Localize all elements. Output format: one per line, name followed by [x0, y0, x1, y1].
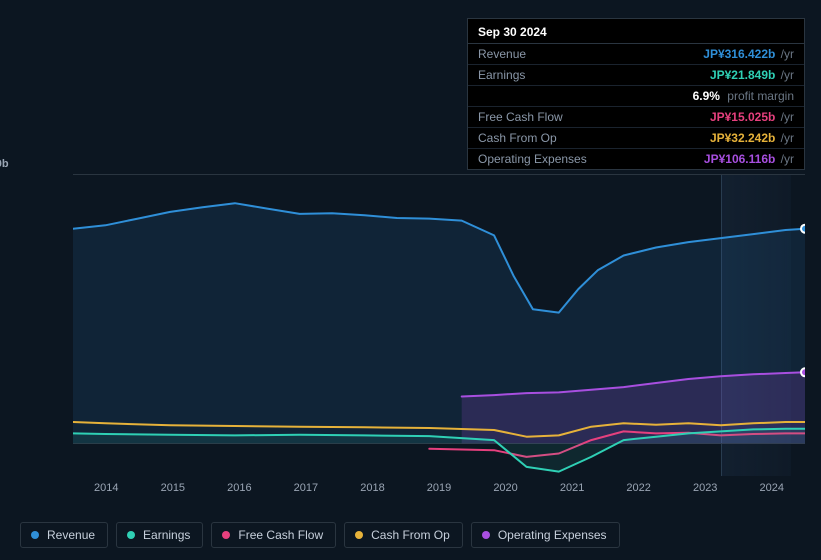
legend-label: Revenue [47, 528, 95, 542]
legend-item[interactable]: Cash From Op [344, 522, 463, 548]
tooltip-value: JP¥106.116b /yr [704, 152, 794, 166]
x-tick-label: 2015 [140, 482, 207, 502]
legend-dot-icon [222, 531, 230, 539]
y-tick-label: JP¥0 [0, 422, 28, 434]
plot-area[interactable] [73, 174, 805, 476]
legend-label: Operating Expenses [498, 528, 607, 542]
tooltip-row: RevenueJP¥316.422b /yr [468, 44, 804, 65]
x-tick-label: 2016 [206, 482, 273, 502]
x-tick-label: 2022 [605, 482, 672, 502]
legend-dot-icon [482, 531, 490, 539]
series-svg [73, 175, 805, 477]
tooltip-row: EarningsJP¥21.849b /yr [468, 65, 804, 86]
tooltip-row: Operating ExpensesJP¥106.116b /yr [468, 149, 804, 169]
x-tick-label: 2017 [273, 482, 340, 502]
tooltip-label [478, 89, 693, 103]
tooltip-label: Earnings [478, 68, 710, 82]
legend-dot-icon [127, 531, 135, 539]
x-tick-label: 2014 [73, 482, 140, 502]
data-tooltip: Sep 30 2024 RevenueJP¥316.422b /yrEarnin… [467, 18, 805, 170]
tooltip-label: Operating Expenses [478, 152, 704, 166]
x-tick-label: 2024 [738, 482, 805, 502]
tooltip-value: 6.9% profit margin [693, 89, 794, 103]
legend-dot-icon [31, 531, 39, 539]
x-tick-label: 2019 [406, 482, 473, 502]
x-tick-label: 2020 [472, 482, 539, 502]
tooltip-value: JP¥15.025b /yr [710, 110, 794, 124]
x-tick-label: 2021 [539, 482, 606, 502]
legend-item[interactable]: Operating Expenses [471, 522, 620, 548]
tooltip-row: Free Cash FlowJP¥15.025b /yr [468, 107, 804, 128]
x-tick-label: 2023 [672, 482, 739, 502]
tooltip-label: Cash From Op [478, 131, 710, 145]
tooltip-value: JP¥21.849b /yr [710, 68, 794, 82]
legend-label: Free Cash Flow [238, 528, 323, 542]
tooltip-row: Cash From OpJP¥32.242b /yr [468, 128, 804, 149]
tooltip-row: 6.9% profit margin [468, 86, 804, 107]
legend-label: Earnings [143, 528, 190, 542]
tooltip-value: JP¥316.422b /yr [703, 47, 794, 61]
x-axis: 2014201520162017201820192020202120222023… [73, 482, 805, 502]
legend-dot-icon [355, 531, 363, 539]
tooltip-date: Sep 30 2024 [468, 19, 804, 44]
y-tick-label: -JP¥50b [0, 462, 16, 474]
legend-label: Cash From Op [371, 528, 450, 542]
legend: Revenue Earnings Free Cash Flow Cash From O… [20, 522, 620, 548]
tooltip-rows: RevenueJP¥316.422b /yrEarningsJP¥21.849b… [468, 44, 804, 169]
tooltip-label: Revenue [478, 47, 703, 61]
legend-item[interactable]: Earnings [116, 522, 203, 548]
tooltip-label: Free Cash Flow [478, 110, 710, 124]
x-tick-label: 2018 [339, 482, 406, 502]
y-tick-label: JP¥400b [0, 158, 22, 170]
tooltip-value: JP¥32.242b /yr [710, 131, 794, 145]
financial-chart[interactable]: JP¥400b JP¥0 -JP¥50b 2014201520162017201… [18, 160, 805, 480]
legend-item[interactable]: Free Cash Flow [211, 522, 336, 548]
legend-item[interactable]: Revenue [20, 522, 108, 548]
